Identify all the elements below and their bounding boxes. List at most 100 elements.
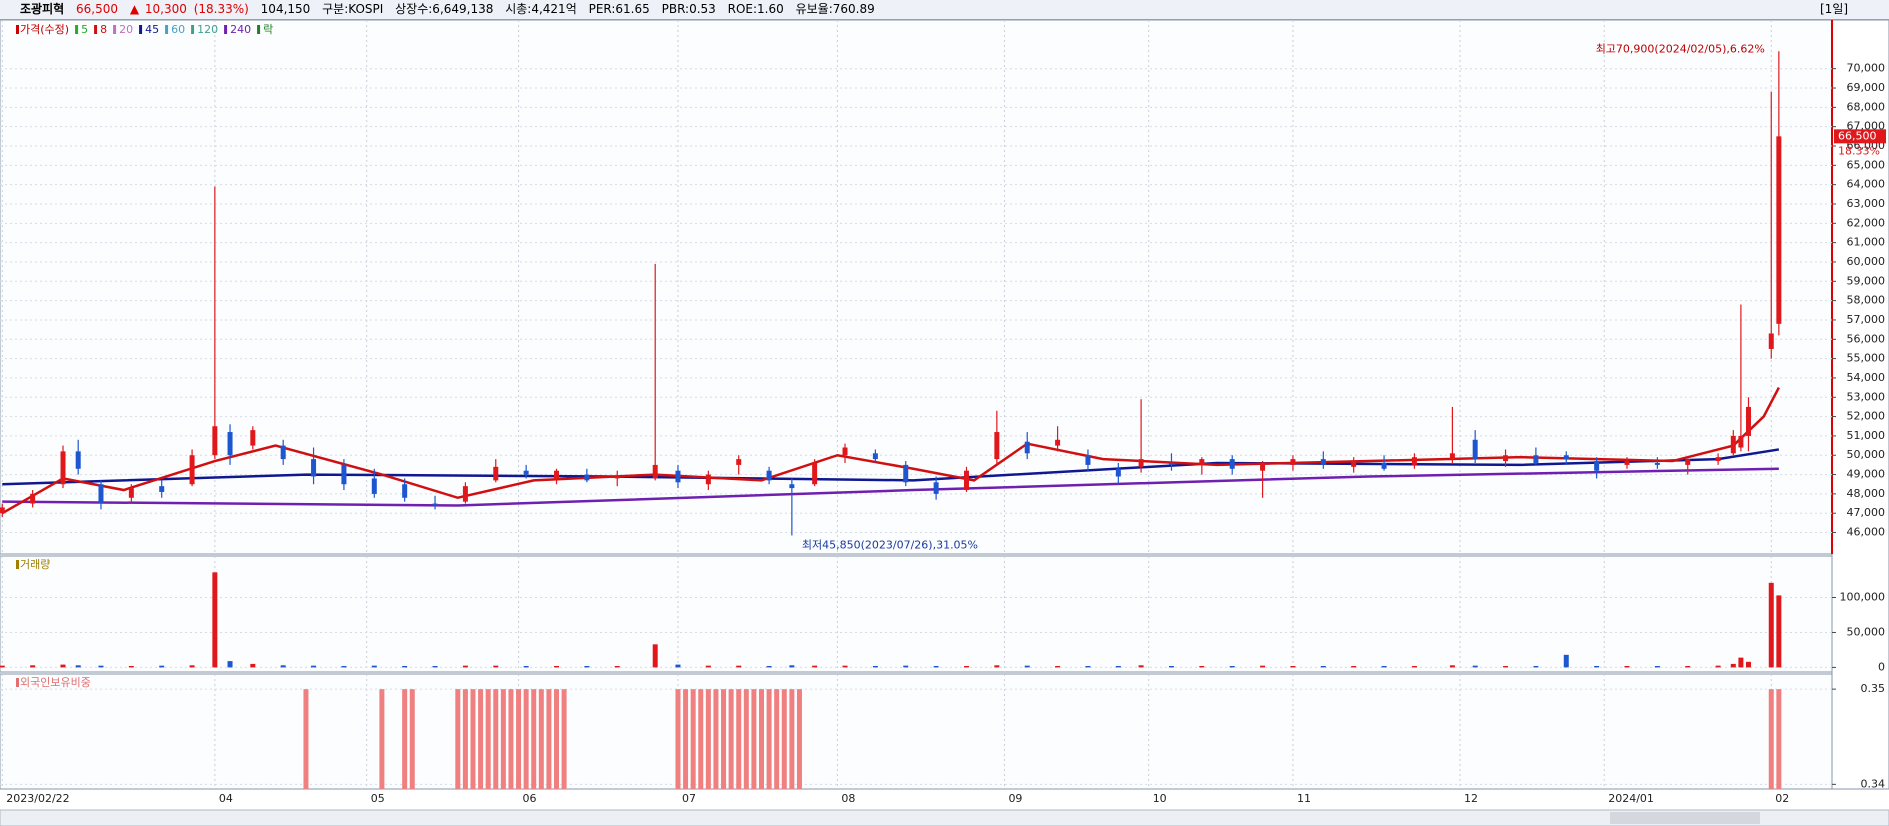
x-tick-label: 10 bbox=[1153, 792, 1167, 805]
y-tick-label: 52,000 bbox=[1847, 410, 1886, 423]
y-tick-label: 69,000 bbox=[1847, 81, 1886, 94]
y-tick-label: 48,000 bbox=[1847, 487, 1886, 500]
bar bbox=[1776, 595, 1782, 668]
bar bbox=[1320, 666, 1326, 668]
x-tick-label: 2023/02/22 bbox=[6, 792, 69, 805]
bar bbox=[189, 665, 195, 668]
candle-body bbox=[1381, 462, 1387, 469]
bar bbox=[1449, 665, 1455, 668]
x-tick-label: 11 bbox=[1297, 792, 1311, 805]
y-tick-label: 0 bbox=[1878, 660, 1885, 673]
candle-body bbox=[98, 484, 104, 504]
candle-body bbox=[1351, 461, 1357, 467]
bar bbox=[478, 689, 484, 789]
bar bbox=[1503, 666, 1509, 668]
bar bbox=[1624, 666, 1630, 668]
candle-body bbox=[1594, 461, 1600, 471]
candle-body bbox=[1260, 462, 1266, 471]
candle-body bbox=[402, 484, 408, 498]
legend-entry: 240 bbox=[230, 23, 251, 36]
bar bbox=[523, 689, 529, 789]
period-button[interactable]: [1일] bbox=[1820, 2, 1849, 16]
bar bbox=[1685, 666, 1691, 668]
candle-body bbox=[1715, 457, 1721, 462]
bar bbox=[485, 689, 491, 789]
candle-body bbox=[1738, 435, 1744, 448]
y-tick-label: 62,000 bbox=[1847, 216, 1886, 229]
bar bbox=[781, 689, 787, 789]
roe: ROE:1.60 bbox=[727, 2, 784, 16]
bar bbox=[402, 689, 408, 789]
low-note: 최저45,850(2023/07/26),31.05% bbox=[802, 538, 978, 551]
bar bbox=[675, 689, 681, 789]
stock-name: 조광피혁 bbox=[20, 2, 65, 16]
bar bbox=[652, 644, 658, 668]
bar bbox=[561, 689, 567, 789]
y-tick-label: 65,000 bbox=[1847, 158, 1886, 171]
candle-body bbox=[341, 464, 347, 485]
bar bbox=[842, 665, 848, 668]
x-tick-label: 08 bbox=[841, 792, 855, 805]
candle-body bbox=[812, 462, 818, 485]
bar bbox=[872, 666, 878, 668]
bar bbox=[683, 689, 689, 789]
bar bbox=[1290, 666, 1296, 668]
legend-swatch bbox=[16, 678, 19, 687]
bar bbox=[758, 689, 764, 789]
market: 구분:KOSPI bbox=[322, 2, 384, 16]
bar bbox=[812, 665, 818, 668]
bar bbox=[1085, 666, 1091, 668]
bar bbox=[212, 572, 218, 668]
candle-body bbox=[1199, 459, 1205, 465]
legend-swatch bbox=[75, 25, 79, 34]
candle-body bbox=[903, 464, 909, 483]
bar bbox=[432, 666, 438, 668]
panel-title: 거래량 bbox=[20, 558, 50, 571]
bar bbox=[584, 666, 590, 668]
bar bbox=[698, 689, 704, 789]
candle-body bbox=[1290, 459, 1296, 465]
y-tick-label: 59,000 bbox=[1847, 274, 1886, 287]
bar bbox=[227, 661, 233, 668]
legend-entry: 가격(수정) bbox=[20, 23, 69, 36]
bar bbox=[1229, 666, 1235, 668]
bar bbox=[766, 666, 772, 668]
candle-body bbox=[1055, 439, 1061, 446]
bar bbox=[30, 665, 36, 668]
y-tick-label: 55,000 bbox=[1847, 352, 1886, 365]
bar bbox=[493, 689, 499, 789]
candle-body bbox=[432, 503, 438, 506]
x-tick-label: 05 bbox=[371, 792, 385, 805]
candle-body bbox=[994, 432, 1000, 460]
bar bbox=[728, 689, 734, 789]
candle-body bbox=[1503, 455, 1509, 462]
bar bbox=[409, 689, 415, 789]
candle-body bbox=[1449, 453, 1455, 460]
x-tick-label: 02 bbox=[1775, 792, 1789, 805]
bar bbox=[1381, 666, 1387, 668]
candle-body bbox=[250, 430, 256, 446]
x-tick-label: 06 bbox=[523, 792, 537, 805]
bar bbox=[379, 689, 385, 789]
candle-body bbox=[75, 451, 81, 469]
candle-body bbox=[963, 470, 969, 491]
high-note: 최고70,900(2024/02/05),6.62% bbox=[1596, 42, 1765, 55]
bar bbox=[303, 689, 309, 789]
candle-body bbox=[227, 432, 233, 456]
candle-body bbox=[842, 447, 848, 456]
bar bbox=[713, 689, 719, 789]
bar bbox=[1024, 665, 1030, 668]
axis-area bbox=[1831, 19, 1889, 790]
candle-body bbox=[1624, 461, 1630, 465]
last-price: 66,500 bbox=[1838, 129, 1877, 142]
change-pct: (18.33%) bbox=[193, 2, 249, 16]
candle-body bbox=[60, 451, 66, 485]
ma-line bbox=[2, 448, 1780, 486]
bar bbox=[470, 689, 476, 789]
bar bbox=[994, 665, 1000, 668]
candle-body bbox=[493, 466, 499, 481]
legend-entry: 5 bbox=[81, 23, 88, 36]
x-tick-label: 2024/01 bbox=[1608, 792, 1654, 805]
bar bbox=[705, 689, 711, 789]
